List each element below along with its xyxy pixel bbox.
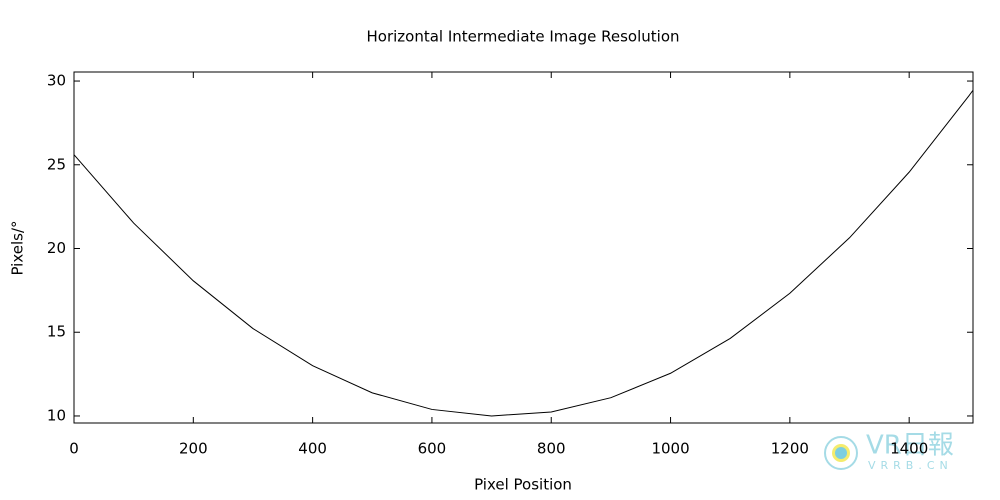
x-tick-label: 1000 bbox=[651, 440, 689, 458]
x-tick-label: 200 bbox=[179, 440, 208, 458]
watermark: VR日報 VRRB.CN bbox=[824, 431, 954, 472]
x-axis-label: Pixel Position bbox=[474, 476, 572, 494]
x-tick-label: 1400 bbox=[890, 440, 928, 458]
x-tick-label: 0 bbox=[69, 440, 79, 458]
x-tick-label: 1200 bbox=[771, 440, 809, 458]
y-tick-label: 15 bbox=[47, 323, 66, 341]
plot-frame bbox=[73, 71, 974, 424]
x-tick-label: 800 bbox=[537, 440, 566, 458]
y-tick-label: 30 bbox=[47, 72, 66, 90]
x-tick-label: 400 bbox=[298, 440, 327, 458]
watermark-core bbox=[835, 447, 847, 459]
y-tick-label: 20 bbox=[47, 239, 66, 257]
chart-title: Horizontal Intermediate Image Resolution bbox=[366, 28, 679, 46]
watermark-text: VR日報 bbox=[866, 431, 954, 461]
y-tick-label: 10 bbox=[47, 406, 66, 424]
y-axis-label: Pixels/° bbox=[9, 220, 27, 275]
watermark-ring bbox=[824, 436, 858, 470]
watermark-subtext: VRRB.CN bbox=[868, 459, 953, 472]
line-series bbox=[73, 89, 974, 417]
x-tick-label: 600 bbox=[418, 440, 447, 458]
y-tick-label: 25 bbox=[47, 155, 66, 173]
